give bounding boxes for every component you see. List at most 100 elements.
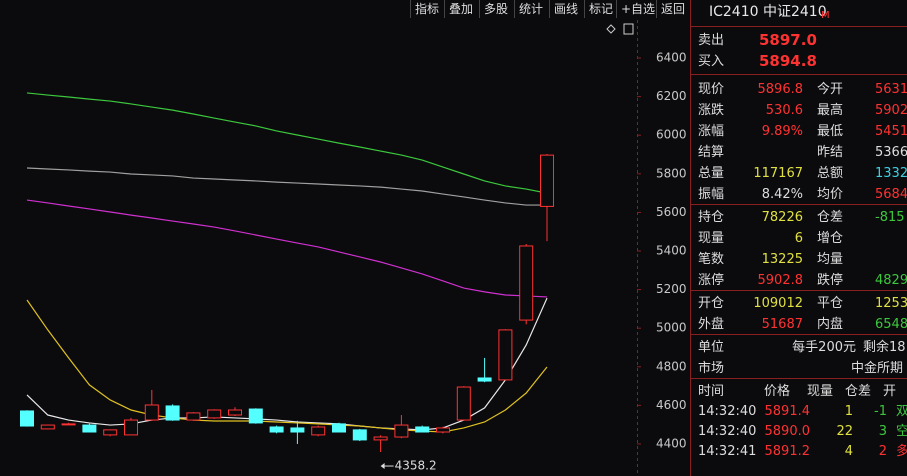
candle-body xyxy=(373,436,388,441)
candle-body xyxy=(228,409,242,416)
field-value: 13225 xyxy=(761,252,803,267)
trade-change: -1 xyxy=(874,404,887,419)
candle-body xyxy=(352,429,367,441)
candle-body xyxy=(207,409,222,419)
field-label: 市场 xyxy=(698,361,725,376)
field-value: 8.42% xyxy=(761,187,803,202)
field-value: 6548 xyxy=(875,317,907,332)
candle-body xyxy=(477,377,492,382)
field-value: 51687 xyxy=(761,317,803,332)
trade-type: 空 xyxy=(896,424,907,440)
candle-body xyxy=(165,405,180,421)
candle-body xyxy=(311,426,326,436)
candle-body xyxy=(436,427,450,433)
candle-body xyxy=(540,154,554,207)
trade-time: 14:32:41 xyxy=(698,444,757,459)
sell-price: 5897.0 xyxy=(759,31,817,49)
trade-header: 仓差 xyxy=(845,384,872,399)
field-value: 5902.8 xyxy=(757,273,804,288)
toolbar-button[interactable]: 指标 xyxy=(410,0,443,18)
field-label: 单位 xyxy=(698,340,725,355)
toolbar-button[interactable]: 叠加 xyxy=(444,0,477,18)
moving-average-line xyxy=(26,297,548,431)
field-label: 平仓 xyxy=(817,296,844,311)
separator xyxy=(691,290,907,291)
trade-type: 双 xyxy=(896,404,907,420)
low-annotation: 4358.2 xyxy=(395,459,437,473)
candle-body xyxy=(248,408,263,424)
field-value: 中金所期 xyxy=(851,361,904,376)
separator xyxy=(691,74,907,75)
field-value: 1332 xyxy=(875,166,907,181)
buy-price: 5894.8 xyxy=(759,52,817,70)
chart: 4400 4600 4800 5000 5200 5400 5600 5800 6000 6200… xyxy=(20,20,687,476)
field-value: 4829 xyxy=(875,273,907,288)
trade-header: 开 xyxy=(883,384,897,399)
candle-body xyxy=(290,427,305,433)
field-label: 昨结 xyxy=(817,145,844,160)
field-label: 涨跌 xyxy=(698,103,725,118)
candle-body xyxy=(103,429,118,436)
field-value: 6 xyxy=(794,231,803,246)
diamond-icon[interactable] xyxy=(606,24,616,34)
separator xyxy=(691,204,907,205)
separator xyxy=(691,378,907,379)
field-value: 5366 xyxy=(875,145,907,160)
trade-time: 14:32:40 xyxy=(698,424,757,439)
trade-header: 现量 xyxy=(807,384,834,399)
field-label: 仓差 xyxy=(817,210,844,225)
field-value: 12532 xyxy=(875,296,907,311)
toolbar-button[interactable]: 画线 xyxy=(549,0,582,18)
field-label: 均量 xyxy=(817,252,844,267)
candle-body xyxy=(456,386,471,421)
field-value: -815 xyxy=(875,210,905,225)
quote-panel: IC2410 中证2410 M 卖出 5897.0 买入 5894.8 现价 5896.8 今开… xyxy=(690,0,907,476)
field-value: 每手200元 xyxy=(792,340,856,355)
toolbar-button[interactable]: 统计 xyxy=(514,0,547,18)
moving-average-line xyxy=(26,167,547,206)
y-tick-label: 4600 xyxy=(656,398,687,412)
separator xyxy=(691,334,907,335)
field-label: 总量 xyxy=(698,166,725,181)
candle-body xyxy=(415,426,430,433)
trade-price: 5891.2 xyxy=(764,444,811,459)
field-value: 117167 xyxy=(753,166,803,181)
field-value: 109012 xyxy=(753,296,803,311)
sell-label: 卖出 xyxy=(698,33,725,48)
field-label: 开仓 xyxy=(698,296,725,311)
toolbar-button[interactable]: 返回 xyxy=(656,0,689,18)
field-label: 涨停 xyxy=(698,273,725,288)
moving-average-line xyxy=(26,299,548,433)
y-tick-label: 5200 xyxy=(656,282,687,296)
trade-type: 多 xyxy=(896,444,907,460)
field-label: 涨幅 xyxy=(698,124,725,139)
trade-change: 2 xyxy=(878,444,887,459)
y-tick-label: 4400 xyxy=(656,436,687,450)
toolbar-button[interactable]: 标记 xyxy=(584,0,617,18)
candle-body xyxy=(82,424,97,433)
trade-volume: 4 xyxy=(844,444,853,459)
candle-body xyxy=(144,404,159,421)
trade-volume: 1 xyxy=(844,404,853,419)
contract-badge: M xyxy=(821,10,830,21)
field-label: 振幅 xyxy=(698,187,725,202)
y-tick-label: 5000 xyxy=(656,321,687,335)
trade-price: 5891.4 xyxy=(764,404,811,419)
field-label: 笔数 xyxy=(698,252,725,267)
y-tick-label: 4800 xyxy=(656,359,687,373)
field-label: 外盘 xyxy=(698,317,725,332)
contract-title: IC2410 中证2410 xyxy=(709,4,827,20)
field-label: 增仓 xyxy=(817,231,844,246)
square-icon[interactable] xyxy=(623,23,634,35)
y-tick-label: 6400 xyxy=(656,51,687,65)
field-value: 9.89% xyxy=(761,124,803,139)
field-label: 现价 xyxy=(698,82,725,97)
candle-body xyxy=(394,424,409,438)
field-label: 总额 xyxy=(817,166,844,181)
field-value: 剩余18 xyxy=(863,340,906,355)
toolbar-button[interactable]: 多股 xyxy=(479,0,512,18)
candle-body xyxy=(498,329,513,381)
toolbar-button[interactable]: +自选 xyxy=(616,0,659,18)
field-label: 最低 xyxy=(817,124,844,139)
field-label: 今开 xyxy=(817,82,844,97)
